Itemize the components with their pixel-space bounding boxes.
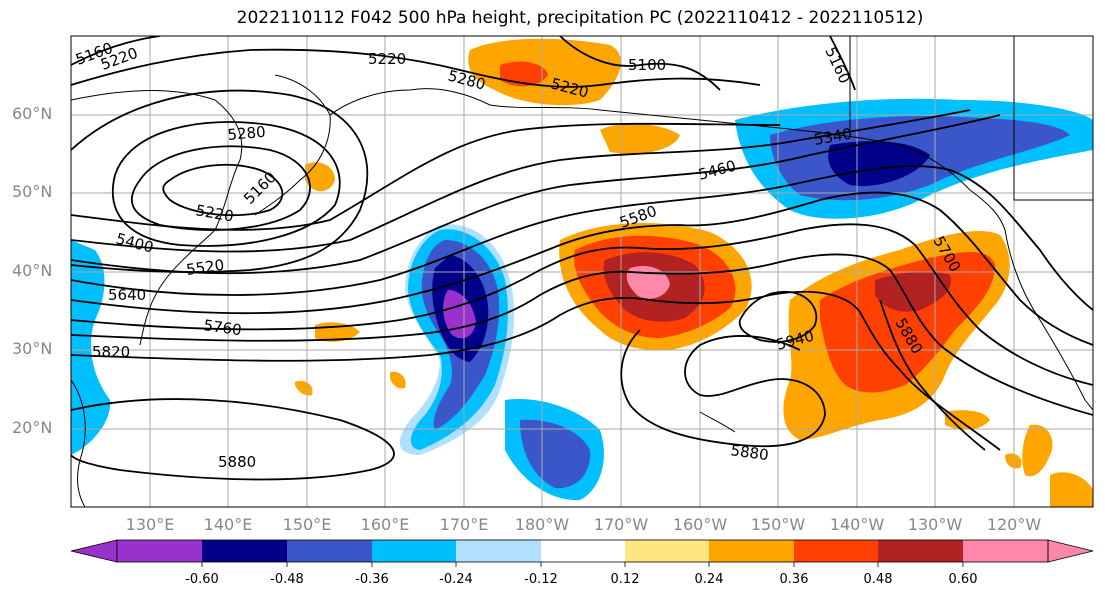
contour-label: 5100 — [628, 56, 666, 74]
contour-5640 — [71, 191, 1093, 346]
contour-5160-north — [71, 36, 161, 66]
colorbar-tick-label: -0.48 — [270, 572, 304, 587]
colorbar-frame — [116, 539, 1049, 563]
coast-alaska-south — [599, 109, 1006, 231]
contour-low-inner — [162, 163, 284, 217]
precip-positive-bering-core — [500, 61, 548, 87]
contour-low-5220 — [130, 145, 311, 231]
lon-label: 150°W — [750, 515, 806, 534]
lat-label: 40°N — [12, 261, 53, 280]
colorbar-tick-label: 0.60 — [948, 572, 978, 587]
contour-5940 — [738, 290, 818, 343]
precip-positive-cell-2 — [390, 371, 406, 389]
coast-siberia — [71, 90, 243, 231]
contour-5520 — [71, 114, 1001, 275]
contour-5160-east — [829, 36, 856, 91]
colorbar-tick-label: 0.48 — [863, 572, 893, 587]
lon-label: 140°W — [829, 515, 885, 534]
colorbar-tick-label: -0.36 — [355, 572, 389, 587]
contour-5400 — [71, 122, 781, 231]
map-frame — [70, 35, 1094, 508]
colorbar-swatch — [372, 540, 456, 562]
precip-positive-cell-6 — [1050, 472, 1093, 507]
contour-5760 — [71, 253, 1093, 416]
precip-positive-cell-7 — [1005, 453, 1022, 469]
precip-positive-alaska-gulf — [600, 123, 680, 155]
colorbar-tick-label: -0.12 — [524, 572, 558, 587]
lon-label: 160°E — [360, 515, 410, 534]
precip-positive-east-core — [875, 271, 951, 312]
lon-label: 170°E — [439, 515, 489, 534]
lon-label: 150°E — [282, 515, 332, 534]
colorbar-swatch — [70, 539, 118, 563]
contour-5460 — [71, 109, 971, 253]
lon-label: 170°W — [593, 515, 649, 534]
colorbar-swatch — [963, 540, 1048, 562]
colorbar-swatch — [709, 540, 794, 562]
contour-label: 5880 — [729, 441, 769, 464]
colorbar-swatch — [287, 540, 372, 562]
contour-5880-central — [620, 329, 826, 448]
precip-negative-south-core — [520, 419, 591, 489]
contour-label: 5880 — [218, 453, 256, 471]
contour-5700 — [71, 223, 1093, 386]
contour-5220-north — [71, 48, 761, 88]
colorbar-swatch — [541, 540, 625, 562]
lon-label: 130°E — [125, 515, 175, 534]
lat-label: 60°N — [12, 104, 53, 123]
lon-label: 140°E — [203, 515, 253, 534]
coastlines — [71, 36, 1093, 507]
contour-5100 — [559, 36, 721, 91]
contour-label-group: 5160 5220 5220 5280 5220 5100 5160 5280 … — [73, 39, 964, 471]
height-contours — [71, 36, 1093, 481]
lon-label: 180°W — [514, 515, 570, 534]
lon-label: 160°W — [672, 515, 728, 534]
contour-label: 5760 — [202, 316, 242, 339]
precip-positive-cell-3 — [295, 380, 313, 396]
contour-5580 — [71, 165, 1093, 311]
lat-label: 20°N — [12, 418, 53, 437]
contour-label: 5820 — [92, 343, 130, 361]
contour-label: 5520 — [185, 256, 225, 279]
colorbar-swatch — [456, 540, 541, 562]
coast-canada-border — [1013, 36, 1093, 201]
lon-label: 130°W — [907, 515, 963, 534]
map-title: 2022110112 F042 500 hPa height, precipit… — [236, 8, 924, 28]
contour-label: 5640 — [108, 286, 146, 304]
contour-label: 5280 — [227, 123, 267, 144]
colorbar-tick-label: 0.24 — [694, 572, 724, 587]
precip-positive-east — [820, 252, 995, 393]
contour-label: 5220 — [368, 50, 406, 68]
contour-5880-west — [71, 398, 395, 481]
graticule — [71, 36, 1093, 507]
colorbar-swatch — [117, 540, 202, 562]
contour-5880-east — [879, 299, 986, 451]
coast-hawaii — [699, 411, 736, 433]
contour-5820 — [71, 290, 1001, 451]
coast-kamchatka — [254, 74, 331, 216]
precip-negative-gulf-core — [828, 141, 930, 186]
lat-label: 50°N — [12, 182, 53, 201]
colorbar-swatch — [794, 540, 878, 562]
colorbar-swatch — [202, 540, 287, 562]
colorbar-tick-label: 0.36 — [779, 572, 809, 587]
contour-low-5280 — [111, 121, 341, 247]
coast-alaska-north — [329, 88, 601, 116]
colorbar — [70, 539, 1094, 567]
colorbar-swatch — [1047, 539, 1094, 563]
colorbar-swatch — [625, 540, 709, 562]
coast-kuril-japan — [139, 229, 216, 346]
lon-label: 120°W — [986, 515, 1042, 534]
colorbar-swatch — [878, 540, 963, 562]
colorbar-tick-label: -0.24 — [439, 572, 473, 587]
lat-label: 30°N — [12, 339, 53, 358]
colorbar-tick-label: 0.12 — [610, 572, 640, 587]
precip-positive-kamchatka — [305, 162, 335, 192]
colorbar-tick-label: -0.60 — [185, 572, 219, 587]
precip-positive-cell-5 — [1022, 424, 1053, 477]
